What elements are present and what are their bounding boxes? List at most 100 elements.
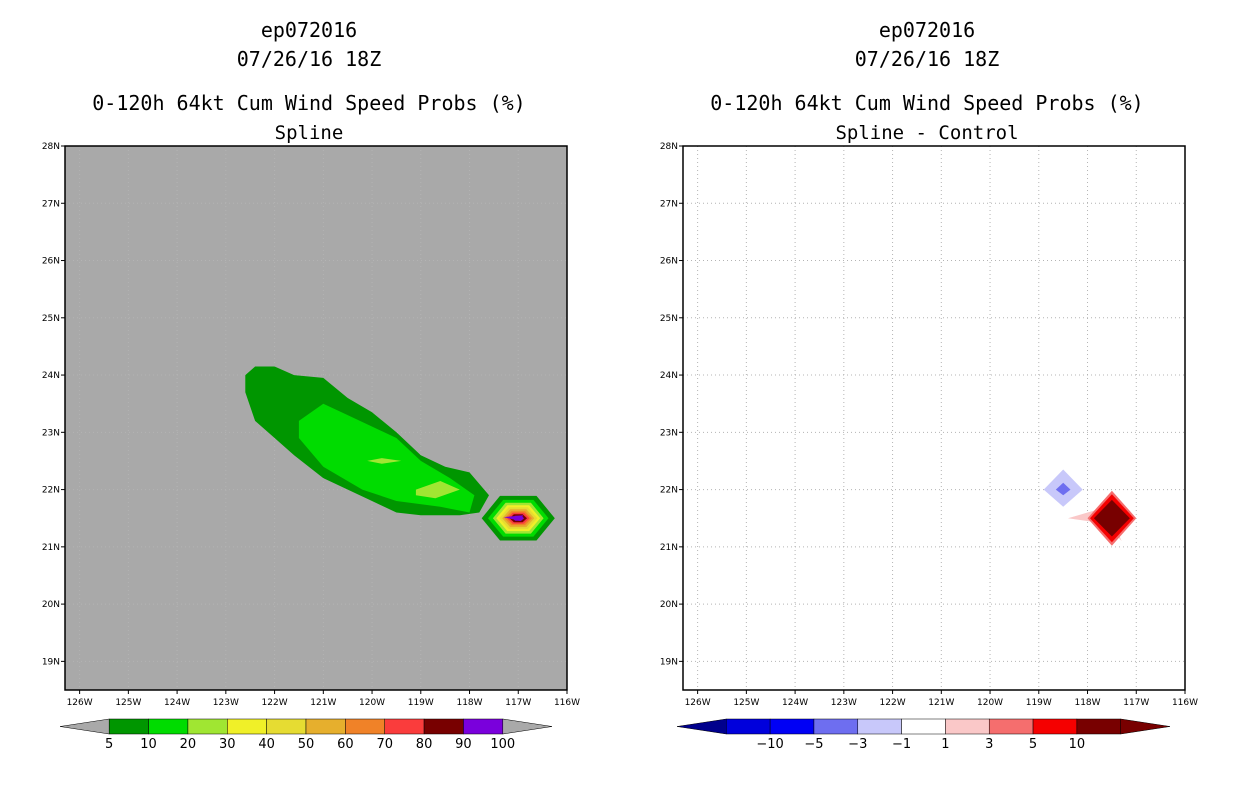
y-tick-label: 28N: [660, 142, 678, 152]
colorbar-label: 3: [985, 737, 993, 752]
x-tick-label: 125W: [115, 698, 141, 708]
colorbar-swatch: [345, 718, 385, 735]
y-tick-label: 21N: [660, 543, 678, 553]
colorbar-swatch: [423, 718, 464, 735]
colorbar-swatch: [988, 718, 1034, 735]
x-tick-label: 116W: [554, 698, 580, 708]
colorbar-swatch: [463, 718, 504, 735]
colorbar-swatch: [1032, 718, 1078, 735]
chart-title: 0-120h 64kt Cum Wind Speed Probs (%): [710, 91, 1143, 115]
x-tick-label: 124W: [164, 698, 190, 708]
plot-border: [64, 145, 568, 691]
colorbar-swatch: [813, 718, 859, 735]
colorbar-label: 70: [376, 737, 393, 752]
chart-subtitle: Spline - Control: [835, 122, 1018, 144]
colorbar-label: 10: [1069, 737, 1086, 752]
x-tick-label: 120W: [977, 698, 1003, 708]
y-tick-label: 21N: [42, 543, 60, 553]
panel-right: ep072016 07/26/16 18Z 0-120h 64kt Cum Wi…: [660, 18, 1198, 752]
y-tick-label: 24N: [660, 371, 678, 381]
feature-positive-core: [1093, 499, 1130, 537]
x-tick-label: 118W: [456, 698, 482, 708]
plot-background: [683, 146, 1185, 690]
colorbar-swatch: [305, 718, 346, 735]
colorbar-label: 5: [1029, 737, 1037, 752]
colorbar-swatch: [148, 718, 189, 735]
colorbar-label: −5: [804, 737, 823, 752]
colorbar-label: 100: [490, 737, 515, 752]
colorbar-swatch: [227, 718, 267, 735]
datetime: 07/26/16 18Z: [237, 47, 382, 71]
colorbar-label: 40: [258, 737, 275, 752]
chart-subtitle: Spline: [275, 122, 344, 144]
x-tick-label: 123W: [213, 698, 239, 708]
chart-title: 0-120h 64kt Cum Wind Speed Probs (%): [92, 91, 525, 115]
y-tick-label: 20N: [660, 600, 678, 610]
colorbar-label: −1: [892, 737, 911, 752]
x-tick-label: 123W: [831, 698, 857, 708]
colorbar-arrow-left: [676, 718, 727, 735]
colorbar-swatch: [857, 718, 902, 735]
colorbar-swatch: [901, 718, 946, 735]
colorbar-left: 5 10 20 30 40 50 60 70 80 90 100: [59, 718, 553, 752]
colorbar-swatch: [187, 718, 228, 735]
storm-id: ep072016: [261, 18, 357, 42]
y-tick-label: 19N: [660, 657, 678, 667]
y-tick-label: 24N: [42, 371, 60, 381]
colorbar-swatch: [769, 718, 815, 735]
y-tick-label: 19N: [42, 657, 60, 667]
colorbar-label: 10: [140, 737, 157, 752]
colorbar-label: −10: [756, 737, 783, 752]
x-tick-label: 126W: [685, 698, 711, 708]
x-tick-label: 120W: [359, 698, 385, 708]
colorbar-arrow-left: [59, 718, 110, 735]
colorbar-label: 90: [455, 737, 472, 752]
y-tick-label: 26N: [42, 257, 60, 267]
y-tick-label: 22N: [42, 486, 60, 496]
colorbar-right: −10 −5 −3 −1 1 3 5 10: [676, 718, 1171, 752]
x-tick-label: 116W: [1172, 698, 1198, 708]
colorbar-swatch: [266, 718, 307, 735]
colorbar-arrow-right: [1120, 718, 1171, 735]
y-tick-label: 26N: [660, 257, 678, 267]
x-tick-label: 121W: [310, 698, 336, 708]
colorbar-label: 20: [180, 737, 197, 752]
y-tick-label: 25N: [660, 314, 678, 324]
panel-left: ep072016 07/26/16 18Z 0-120h 64kt Cum Wi…: [42, 18, 580, 752]
x-tick-label: 124W: [782, 698, 808, 708]
contour-level-20: [415, 481, 460, 499]
x-tick-label: 117W: [505, 698, 531, 708]
x-tick-label: 119W: [408, 698, 434, 708]
y-tick-label: 23N: [42, 428, 60, 438]
storm-id: ep072016: [879, 18, 975, 42]
colorbar-swatch: [108, 718, 149, 735]
x-tick-label: 122W: [262, 698, 288, 708]
y-tick-label: 20N: [42, 600, 60, 610]
x-tick-label: 121W: [928, 698, 954, 708]
colorbar-label: 30: [219, 737, 236, 752]
colorbar-swatch: [1076, 718, 1121, 735]
colorbar-swatch: [945, 718, 990, 735]
colorbar-label: 1: [941, 737, 949, 752]
colorbar-arrow-right: [502, 718, 553, 735]
x-tick-label: 122W: [880, 698, 906, 708]
x-tick-label: 126W: [67, 698, 93, 708]
y-tick-label: 27N: [660, 199, 678, 209]
hotspot-core-100: [503, 515, 524, 522]
x-tick-label: 119W: [1026, 698, 1052, 708]
y-tick-label: 23N: [660, 428, 678, 438]
plot-area-right: 126W 125W 124W 123W 122W 121W 120W 119W 118W 117W…: [660, 142, 1198, 708]
colorbar-label: 80: [416, 737, 433, 752]
colorbar-label: 50: [298, 737, 315, 752]
contour-level-20: [367, 458, 402, 464]
y-tick-label: 25N: [42, 314, 60, 324]
plot-border: [682, 145, 1186, 691]
x-tick-label: 117W: [1123, 698, 1149, 708]
x-tick-label: 125W: [733, 698, 759, 708]
y-tick-label: 27N: [42, 199, 60, 209]
colorbar-swatch: [384, 718, 425, 735]
datetime: 07/26/16 18Z: [855, 47, 1000, 71]
feature-negative-core: [1055, 482, 1071, 496]
colorbar-swatch: [726, 718, 771, 735]
